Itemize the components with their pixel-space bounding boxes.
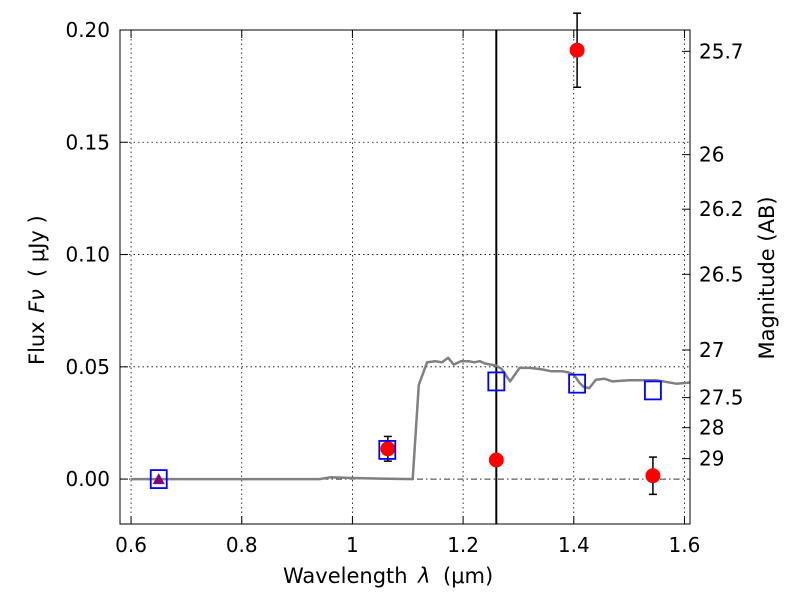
y2-axis-label: Magnitude (AB): [755, 196, 779, 359]
x-tick-label: 0.6: [115, 533, 147, 557]
model-spectrum: [131, 30, 691, 524]
observed-point: [488, 452, 504, 468]
y-axis-label-symbol: Fν: [25, 289, 49, 313]
model-spectrum-line: [131, 356, 691, 481]
model-photometry-point: [378, 439, 397, 460]
y-tick-label: 0.15: [65, 130, 110, 154]
y2-tick-label: 26.5: [699, 262, 744, 286]
y2-tick-label: 26.2: [699, 197, 744, 221]
y2-tick-label: 26: [699, 143, 724, 167]
plot-area: [120, 30, 690, 524]
y-tick-label: 0.00: [65, 467, 110, 491]
y-axis-label-unit: ( μJy ): [25, 215, 49, 277]
y2-tick-label: 29: [699, 447, 724, 471]
x-axis-label-text: Wavelength: [283, 564, 408, 588]
y2-tick-label: 27: [699, 338, 724, 362]
observed-point: [380, 441, 396, 457]
y2-tick-label: 28: [699, 416, 724, 440]
model-photometry-point: [644, 380, 662, 401]
y2-tick-label: 27.5: [699, 386, 744, 410]
x-tick-label: 1.4: [558, 533, 590, 557]
ticks: 0.6 0.8 1 1.2 1.4 1.6 0.00 0.05 0.10 0.15 0.20 25.7…: [65, 18, 743, 557]
markers: [149, 12, 662, 496]
x-tick-label: 1.6: [669, 533, 701, 557]
observed-point: [569, 42, 585, 58]
x-tick-label: 1.2: [447, 533, 479, 557]
y2-tick-label: 25.7: [699, 39, 744, 63]
model-photometry-point: [568, 373, 587, 394]
y-tick-label: 0.20: [65, 18, 110, 42]
y-axis-label-text: Flux: [25, 321, 49, 365]
plot-frame: [119, 29, 691, 525]
upper-limit-marker: [152, 473, 165, 485]
x-axis-label-symbol: λ: [417, 564, 430, 588]
y-tick-label: 0.10: [65, 243, 110, 267]
model-photometry-point: [149, 469, 168, 489]
x-tick-label: 0.8: [226, 533, 258, 557]
x-tick-label: 1: [346, 533, 359, 557]
y-axis-label: Flux Fν ( μJy ): [25, 215, 49, 365]
x-axis-label: Wavelength λ (μm): [283, 564, 493, 588]
model-photometry-point: [487, 371, 506, 392]
x-axis-label-unit: (μm): [443, 564, 493, 588]
y-tick-label: 0.05: [65, 355, 110, 379]
observed-point: [645, 468, 661, 484]
